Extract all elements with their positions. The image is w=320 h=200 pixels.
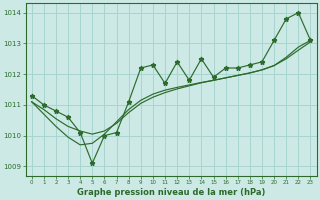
X-axis label: Graphe pression niveau de la mer (hPa): Graphe pression niveau de la mer (hPa)	[77, 188, 265, 197]
